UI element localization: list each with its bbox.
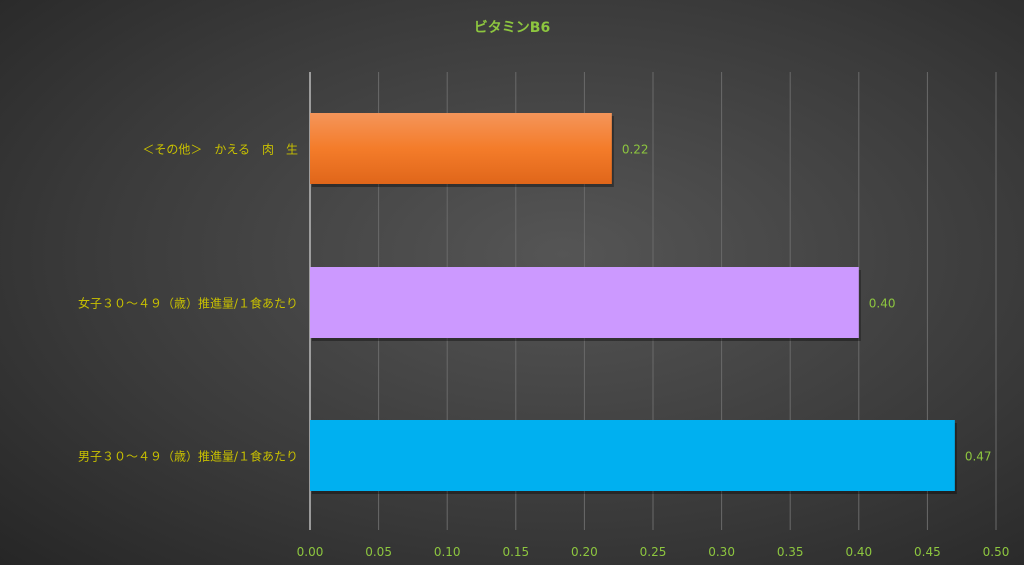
x-tick-label: 0.10	[434, 545, 461, 559]
x-tick-label: 0.15	[502, 545, 529, 559]
chart-title: ビタミンB6	[474, 20, 550, 36]
category-label: ＜その他＞ かえる 肉 生	[142, 143, 298, 157]
data-label: 0.22	[622, 143, 649, 157]
bar-1	[310, 267, 859, 338]
category-label: 女子３０～４９（歳）推進量/１食あたり	[78, 296, 298, 311]
bar-2	[310, 420, 955, 491]
x-tick-label: 0.20	[571, 545, 598, 559]
data-label: 0.40	[869, 297, 896, 311]
x-tick-label: 0.05	[365, 545, 392, 559]
x-tick-label: 0.25	[640, 545, 667, 559]
x-tick-label: 0.30	[708, 545, 735, 559]
bar-0	[310, 113, 612, 184]
x-tick-label: 0.40	[845, 545, 872, 559]
category-label: 男子３０～４９（歳）推進量/１食あたり	[78, 449, 298, 464]
x-tick-label: 0.00	[297, 545, 324, 559]
x-tick-label: 0.35	[777, 545, 804, 559]
x-tick-label: 0.50	[983, 545, 1010, 559]
data-label: 0.47	[965, 450, 992, 464]
x-tick-label: 0.45	[914, 545, 941, 559]
